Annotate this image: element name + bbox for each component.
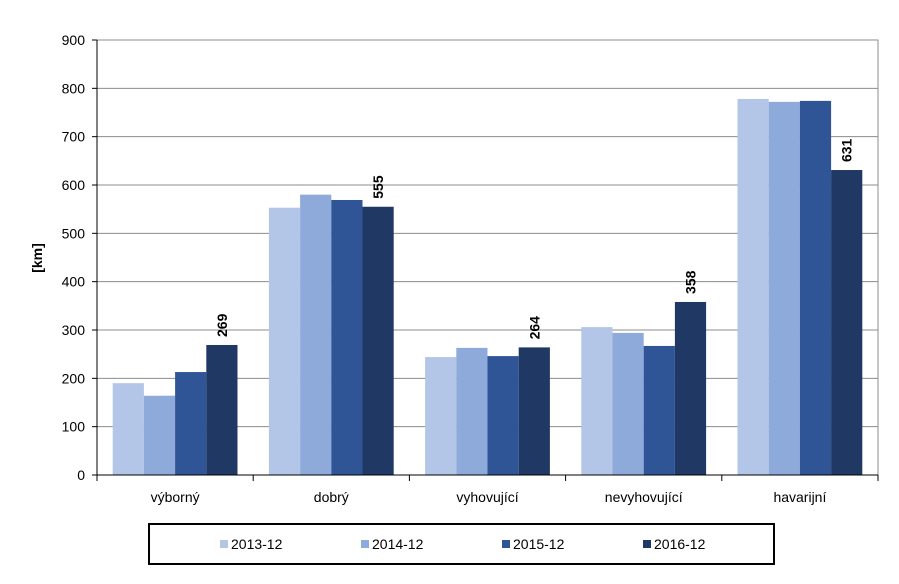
y-tick-label: 900 — [62, 32, 86, 48]
bar-2015-12-nevyhovující — [643, 345, 675, 475]
data-label: 269 — [214, 313, 230, 337]
bar-2015-12-výborný — [175, 372, 207, 475]
data-label: 264 — [526, 316, 542, 340]
x-tick-label: havarijní — [773, 489, 826, 505]
y-axis-label: [km] — [29, 243, 45, 273]
bar-2015-12-vyhovující — [487, 356, 519, 475]
bar-2014-12-havarijní — [768, 101, 800, 475]
bar-2013-12-výborný — [112, 383, 144, 475]
x-tick-label: výborný — [151, 489, 200, 505]
bar-2015-12-dobrý — [331, 199, 363, 475]
legend-box — [148, 523, 775, 565]
y-tick-label: 600 — [62, 177, 86, 193]
bar-2013-12-vyhovující — [425, 357, 457, 475]
legend: 2013-12 2014-12 2015-12 2016-12 — [148, 523, 775, 565]
legend-label: 2013-12 — [231, 536, 283, 552]
bar-2014-12-dobrý — [300, 194, 332, 475]
legend-label: 2014-12 — [372, 536, 424, 552]
bar-2014-12-nevyhovující — [612, 332, 644, 475]
bar-2016-12-výborný — [206, 344, 238, 475]
y-tick-label: 500 — [62, 225, 86, 241]
y-tick-label: 200 — [62, 370, 86, 386]
y-tick-label: 0 — [77, 467, 85, 483]
data-label: 631 — [839, 138, 855, 162]
bar-2013-12-havarijní — [737, 98, 769, 475]
bars — [112, 98, 863, 476]
bar-2016-12-vyhovující — [518, 347, 550, 475]
bar-2013-12-nevyhovující — [581, 327, 613, 475]
data-label: 358 — [683, 270, 699, 294]
data-label: 555 — [370, 175, 386, 199]
legend-swatch-2015-12 — [502, 540, 510, 548]
y-tick-label: 100 — [62, 419, 86, 435]
legend-label: 2016-12 — [654, 536, 706, 552]
y-axis: 0 100 200 300 400 500 600 700 800 900 — [62, 32, 98, 483]
bar-2016-12-nevyhovující — [674, 301, 707, 475]
y-tick-label: 400 — [62, 274, 86, 290]
x-axis: výborný dobrý vyhovující nevyhovující havari… — [96, 474, 879, 505]
bar-2016-12-dobrý — [362, 206, 394, 475]
bar-2015-12-havarijní — [799, 100, 832, 476]
x-tick-label: nevyhovující — [605, 489, 683, 505]
x-tick-label: vyhovující — [456, 489, 518, 505]
legend-label: 2015-12 — [513, 536, 565, 552]
y-tick-label: 300 — [62, 322, 86, 338]
legend-swatch-2013-12 — [220, 540, 228, 548]
y-tick-label: 800 — [62, 80, 86, 96]
bar-2014-12-výborný — [143, 395, 176, 475]
data-labels: 269 555 264 358 631 — [214, 138, 855, 339]
bar-2014-12-vyhovující — [456, 347, 488, 475]
y-tick-label: 700 — [62, 129, 86, 145]
x-tick-label: dobrý — [314, 489, 349, 505]
bar-2016-12-havarijní — [831, 170, 863, 475]
legend-swatch-2016-12 — [643, 540, 651, 548]
bar-2013-12-dobrý — [268, 207, 301, 475]
legend-swatch-2014-12 — [361, 540, 369, 548]
